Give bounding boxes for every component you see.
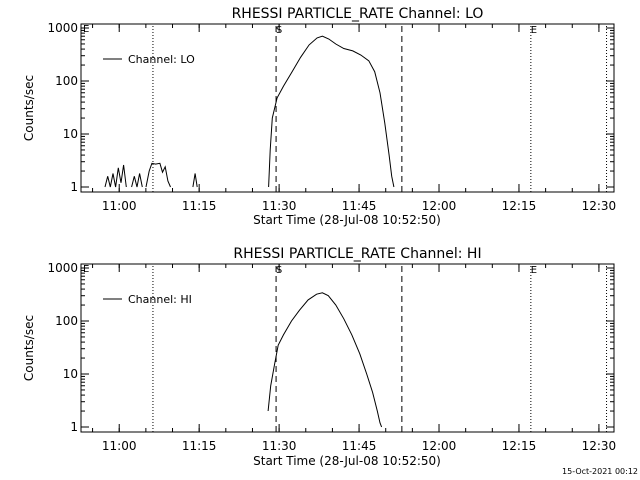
y-tick-label: 1 xyxy=(70,180,78,194)
x-tick-label: 12:00 xyxy=(422,439,457,453)
series-line xyxy=(104,164,127,188)
plot-frame xyxy=(80,23,615,193)
series-line xyxy=(131,173,143,188)
edge-marker-label: E xyxy=(83,264,89,275)
chart-title: RHESSI PARTICLE_RATE Channel: LO xyxy=(232,6,484,22)
x-tick-label: 11:00 xyxy=(102,439,137,453)
y-tick-label: 100 xyxy=(55,74,78,88)
x-tick-label: 11:45 xyxy=(342,439,377,453)
event-marker-label: E xyxy=(531,25,537,36)
y-tick-label: 1 xyxy=(70,420,78,434)
y-tick-label: 100 xyxy=(55,314,78,328)
legend-label: Channel: LO xyxy=(128,53,195,66)
chart-panel-lo: RHESSI PARTICLE_RATE Channel: LO Counts/s… xyxy=(22,6,616,227)
x-tick-label: 11:15 xyxy=(182,439,217,453)
chart-title: RHESSI PARTICLE_RATE Channel: HI xyxy=(233,246,481,262)
y-tick-label: 10 xyxy=(63,127,78,141)
legend-label: Channel: HI xyxy=(128,293,192,306)
y-tick-label: 10 xyxy=(63,367,78,381)
y-axis-label: Counts/sec xyxy=(22,315,36,381)
x-axis-label: Start Time (28-Jul-08 10:52:50) xyxy=(253,213,441,227)
x-tick-label: 12:15 xyxy=(502,439,537,453)
x-tick-label: 11:45 xyxy=(342,199,377,213)
event-marker-label: S xyxy=(276,25,282,36)
series-line xyxy=(267,292,383,428)
series-line xyxy=(268,35,395,188)
x-tick-label: 11:30 xyxy=(262,439,297,453)
x-tick-label: 11:15 xyxy=(182,199,217,213)
series-line xyxy=(145,162,171,188)
plot-frame xyxy=(80,263,615,433)
edge-marker-label: E xyxy=(83,24,89,35)
x-tick-label: 11:00 xyxy=(102,199,137,213)
event-marker-label: E xyxy=(531,265,537,276)
x-tick-label: 12:15 xyxy=(502,199,537,213)
timestamp: 15-Oct-2021 00:12 xyxy=(562,467,638,476)
x-tick-label: 12:30 xyxy=(582,199,617,213)
y-tick-label: 1000 xyxy=(47,21,78,35)
x-tick-label: 12:30 xyxy=(582,439,617,453)
event-marker-label: S xyxy=(276,265,282,276)
x-tick-label: 11:30 xyxy=(262,199,297,213)
series-line xyxy=(192,173,198,188)
y-axis-label: Counts/sec xyxy=(22,75,36,141)
y-tick-label: 1000 xyxy=(47,261,78,275)
x-axis-label: Start Time (28-Jul-08 10:52:50) xyxy=(253,454,441,468)
chart-panel-hi: RHESSI PARTICLE_RATE Channel: HI Counts/s… xyxy=(22,246,616,468)
x-tick-label: 12:00 xyxy=(422,199,457,213)
